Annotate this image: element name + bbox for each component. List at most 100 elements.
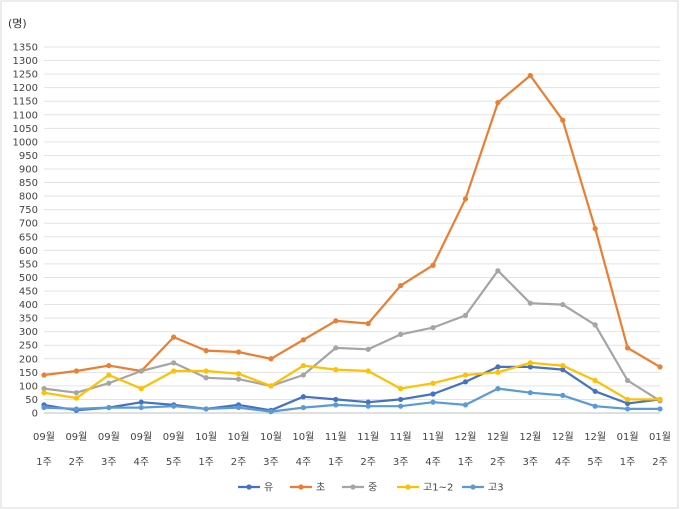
x-tick-label-week: 3주 xyxy=(393,457,409,468)
data-point xyxy=(106,380,112,386)
x-tick-label-month: 12월 xyxy=(519,431,541,443)
y-tick-label: 800 xyxy=(19,192,38,203)
legend-label: 초 xyxy=(316,482,325,494)
data-point xyxy=(73,390,80,396)
data-point xyxy=(398,396,404,403)
data-point xyxy=(527,300,533,306)
legend-marker xyxy=(246,484,252,490)
data-point xyxy=(560,392,566,398)
x-tick-label-month: 10월 xyxy=(292,431,314,443)
data-point xyxy=(138,404,144,411)
data-point xyxy=(462,402,469,408)
legend-label: 중 xyxy=(368,482,377,494)
series-line-2 xyxy=(43,74,661,377)
data-point xyxy=(527,360,533,366)
data-point xyxy=(592,403,598,409)
data-point xyxy=(203,368,209,374)
data-point xyxy=(171,368,177,374)
data-point xyxy=(41,404,47,411)
series-line-1 xyxy=(43,365,661,412)
data-point xyxy=(462,196,469,202)
y-tick-label: 350 xyxy=(19,314,38,325)
data-point xyxy=(333,345,339,351)
y-tick-label: 1000 xyxy=(13,137,38,148)
y-tick-label: 1250 xyxy=(13,70,38,81)
y-tick-label: 100 xyxy=(19,381,38,392)
data-point xyxy=(365,368,371,374)
x-tick-label-week: 2주 xyxy=(652,457,668,468)
x-tick-label-week: 2주 xyxy=(231,457,247,468)
x-tick-label-month: 09월 xyxy=(130,431,152,443)
y-tick-label: 1300 xyxy=(13,56,38,67)
data-point xyxy=(138,386,144,392)
y-tick-label: 400 xyxy=(19,300,38,311)
data-point xyxy=(41,386,47,392)
x-tick-label-month: 01월 xyxy=(649,431,671,443)
data-point xyxy=(592,226,598,232)
data-point xyxy=(333,318,339,324)
data-point xyxy=(73,368,80,374)
data-point xyxy=(495,364,501,370)
y-axis-ticks: 0 50 100 150 200 250 300 350 400 450 500 550 600 650 7… xyxy=(13,43,38,420)
x-tick-label-week: 1주 xyxy=(458,457,474,468)
data-point xyxy=(495,369,501,375)
data-point xyxy=(560,117,566,123)
legend-marker xyxy=(350,484,356,490)
x-tick-label-week: 2주 xyxy=(360,457,376,468)
x-tick-label-week: 5주 xyxy=(166,457,182,468)
x-tick-label-week: 1주 xyxy=(36,457,52,468)
data-point xyxy=(171,360,177,366)
y-tick-label: 650 xyxy=(19,232,38,243)
x-tick-label-month: 09월 xyxy=(98,431,120,443)
data-point xyxy=(138,399,144,405)
data-point xyxy=(527,72,533,79)
data-point xyxy=(268,383,274,389)
y-tick-label: 600 xyxy=(19,246,38,257)
data-point xyxy=(203,375,209,381)
data-point xyxy=(333,396,339,403)
x-tick-label-month: 10월 xyxy=(195,431,217,443)
x-tick-label-week: 2주 xyxy=(69,457,85,468)
x-tick-label-week: 4주 xyxy=(425,457,441,468)
y-tick-label: 300 xyxy=(19,327,38,338)
data-point xyxy=(624,400,631,407)
data-point xyxy=(106,372,112,378)
x-tick-label-week: 4주 xyxy=(555,457,571,468)
data-point xyxy=(300,372,306,378)
series-line-3 xyxy=(43,269,661,402)
y-unit-label: (명) xyxy=(8,17,27,30)
data-point xyxy=(430,325,436,331)
data-point xyxy=(624,406,631,412)
data-point xyxy=(235,349,242,355)
data-point xyxy=(398,386,404,392)
legend: 유 초 중 고1~2 고3 xyxy=(238,482,504,494)
series-group xyxy=(41,72,663,415)
data-point xyxy=(171,403,177,409)
x-tick-label-month: 10월 xyxy=(260,431,282,443)
data-point xyxy=(398,282,404,289)
data-point xyxy=(106,404,112,411)
y-tick-label: 0 xyxy=(32,409,38,420)
data-point xyxy=(560,367,566,373)
x-tick-label-week: 3주 xyxy=(263,457,279,468)
y-tick-label: 1150 xyxy=(13,97,38,108)
data-point xyxy=(365,399,371,405)
data-point xyxy=(41,390,47,396)
y-tick-label: 1200 xyxy=(13,83,38,94)
legend-label: 유 xyxy=(264,482,273,494)
data-point xyxy=(495,268,501,274)
data-point xyxy=(462,312,469,318)
x-tick-label-week: 1주 xyxy=(328,457,344,468)
x-tick-label-month: 11월 xyxy=(357,431,379,443)
data-point xyxy=(430,399,436,405)
x-axis-ticks: 09월 1주 09월 2주 09월 3주 09월 4주 09월 5주 10월 1주 10월 2주 10월 3주… xyxy=(33,431,671,468)
x-tick-label-month: 11월 xyxy=(390,431,412,443)
y-tick-label: 450 xyxy=(19,287,38,298)
y-tick-label: 850 xyxy=(19,178,38,189)
x-tick-label-month: 10월 xyxy=(228,431,250,443)
data-point xyxy=(527,364,533,370)
legend-label: 고3 xyxy=(488,483,504,494)
data-point xyxy=(592,322,598,328)
